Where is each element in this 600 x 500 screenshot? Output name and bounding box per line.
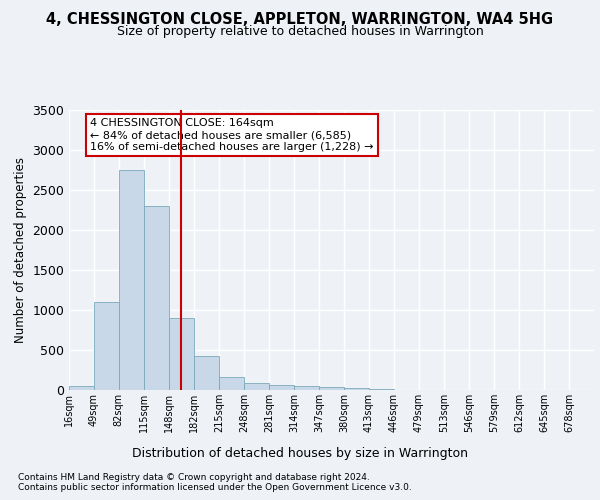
Text: 4 CHESSINGTON CLOSE: 164sqm
← 84% of detached houses are smaller (6,585)
16% of : 4 CHESSINGTON CLOSE: 164sqm ← 84% of det… — [90, 118, 373, 152]
Bar — [244, 383, 269, 390]
Bar — [269, 385, 294, 390]
Bar — [220, 377, 244, 390]
Bar — [169, 318, 194, 390]
Text: Contains public sector information licensed under the Open Government Licence v3: Contains public sector information licen… — [18, 482, 412, 492]
Bar — [119, 170, 144, 390]
Bar — [94, 302, 119, 390]
Text: Distribution of detached houses by size in Warrington: Distribution of detached houses by size … — [132, 448, 468, 460]
Text: Contains HM Land Registry data © Crown copyright and database right 2024.: Contains HM Land Registry data © Crown c… — [18, 472, 370, 482]
Text: 4, CHESSINGTON CLOSE, APPLETON, WARRINGTON, WA4 5HG: 4, CHESSINGTON CLOSE, APPLETON, WARRINGT… — [46, 12, 554, 28]
Bar — [69, 386, 94, 390]
Y-axis label: Number of detached properties: Number of detached properties — [14, 157, 27, 343]
Bar — [194, 356, 220, 390]
Bar — [344, 388, 369, 390]
Bar — [319, 387, 344, 390]
Bar — [294, 386, 319, 390]
Text: Size of property relative to detached houses in Warrington: Size of property relative to detached ho… — [116, 25, 484, 38]
Bar — [144, 206, 169, 390]
